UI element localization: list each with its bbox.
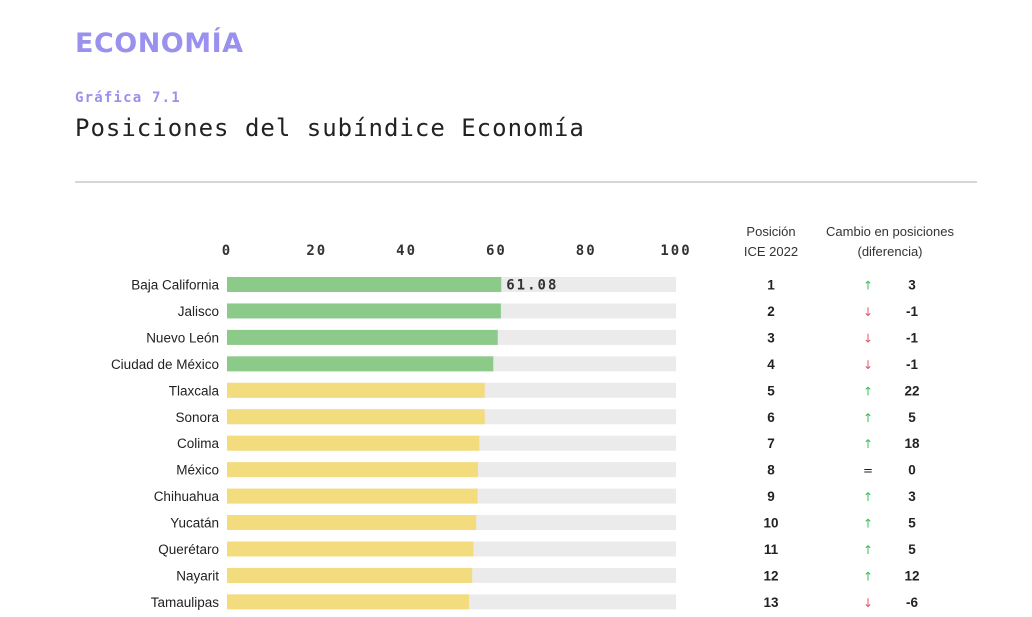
change-value: 18 (904, 436, 920, 451)
arrow-down-icon: ↓ (863, 596, 873, 610)
arrow-up-icon: ↑ (863, 384, 873, 398)
position-header-line1: Posición (746, 224, 796, 239)
x-tick-label: 60 (486, 243, 507, 259)
change-value: 5 (908, 410, 916, 425)
change-value: -1 (906, 304, 918, 319)
position-header-line2: ICE 2022 (743, 244, 799, 259)
x-tick-label: 20 (306, 243, 327, 259)
change-value: -6 (906, 595, 918, 610)
position-value: 12 (763, 568, 778, 583)
category-label: Chihuahua (154, 489, 220, 504)
change-header-line2: (diferencia) (857, 244, 923, 259)
bar (227, 435, 480, 451)
bar (227, 462, 478, 478)
bar (227, 515, 477, 531)
position-value: 1 (767, 278, 775, 293)
category-label: Sonora (175, 410, 219, 425)
category-label: Ciudad de México (111, 357, 219, 372)
category-label: Tamaulipas (151, 595, 220, 610)
position-value: 6 (767, 410, 775, 425)
bar (227, 382, 485, 398)
change-value: 3 (908, 489, 916, 504)
category-label: Nuevo León (146, 330, 219, 345)
figure-label: Gráfica 7.1 (75, 90, 181, 106)
position-value: 3 (767, 330, 775, 345)
section-title: ECONOMÍA (75, 28, 244, 59)
category-label: Querétaro (158, 542, 219, 557)
x-tick-label: 40 (396, 243, 417, 259)
bar (227, 329, 498, 345)
change-value: -1 (906, 330, 918, 345)
data-label: 61.08 (506, 278, 558, 294)
category-label: Nayarit (176, 568, 219, 583)
position-value: 7 (767, 436, 775, 451)
position-value: 13 (763, 595, 779, 610)
bar (227, 567, 473, 583)
chart-title: Posiciones del subíndice Economía (75, 114, 585, 142)
position-value: 5 (767, 383, 775, 398)
bar (227, 303, 501, 319)
category-label: Yucatán (170, 516, 219, 531)
arrow-up-icon: ↑ (863, 543, 873, 557)
equal-icon: = (863, 464, 873, 478)
change-header-line1: Cambio en posiciones (826, 224, 954, 239)
x-tick-label: 0 (222, 243, 232, 259)
category-label: Colima (177, 436, 220, 451)
x-tick-label: 80 (576, 243, 597, 259)
change-column-header: Cambio en posiciones (diferencia) (810, 222, 970, 262)
arrow-down-icon: ↓ (863, 331, 873, 345)
bar (227, 356, 494, 372)
arrow-up-icon: ↑ (863, 569, 873, 583)
arrow-up-icon: ↑ (863, 279, 873, 293)
arrow-down-icon: ↓ (863, 358, 873, 372)
change-value: 5 (908, 542, 916, 557)
category-label: Baja California (131, 278, 219, 293)
category-label: México (176, 463, 219, 478)
bar (227, 277, 502, 292)
bar (227, 488, 478, 504)
position-value: 8 (767, 463, 775, 478)
title-divider (75, 181, 977, 183)
change-value: -1 (906, 357, 918, 372)
change-value: 3 (908, 278, 916, 293)
bar (227, 409, 485, 425)
position-value: 4 (767, 357, 775, 372)
change-value: 12 (904, 568, 919, 583)
category-label: Tlaxcala (169, 383, 220, 398)
change-value: 0 (908, 463, 916, 478)
position-value: 10 (763, 516, 778, 531)
arrow-up-icon: ↑ (863, 411, 873, 425)
change-value: 22 (904, 383, 919, 398)
bar (227, 541, 474, 557)
bar (227, 594, 470, 610)
arrow-up-icon: ↑ (863, 517, 873, 531)
position-value: 11 (764, 542, 779, 557)
arrow-down-icon: ↓ (863, 305, 873, 319)
x-tick-label: 100 (660, 243, 691, 259)
position-value: 2 (767, 304, 775, 319)
arrow-up-icon: ↑ (863, 490, 873, 504)
arrow-up-icon: ↑ (863, 437, 873, 451)
position-column-header: Posición ICE 2022 (731, 222, 811, 262)
change-value: 5 (908, 516, 916, 531)
position-value: 9 (767, 489, 775, 504)
category-label: Jalisco (178, 304, 219, 319)
